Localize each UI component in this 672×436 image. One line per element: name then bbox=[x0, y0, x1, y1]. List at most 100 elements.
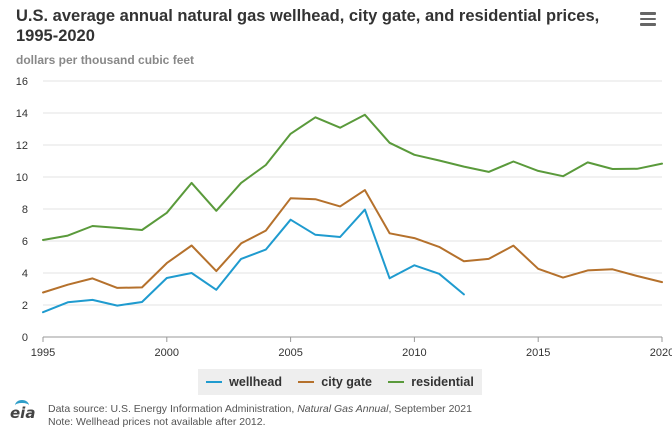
data-point-wellhead[interactable] bbox=[139, 299, 145, 305]
chart-title: U.S. average annual natural gas wellhead… bbox=[16, 7, 600, 45]
data-point-residential[interactable] bbox=[436, 158, 442, 164]
data-point-wellhead[interactable] bbox=[387, 275, 393, 281]
data-point-city-gate[interactable] bbox=[560, 275, 566, 281]
data-point-city-gate[interactable] bbox=[337, 203, 343, 209]
data-point-city-gate[interactable] bbox=[114, 285, 120, 291]
data-point-city-gate[interactable] bbox=[411, 235, 417, 241]
series-line-city-gate[interactable] bbox=[42, 189, 663, 294]
data-point-wellhead[interactable] bbox=[263, 247, 269, 253]
y-tick-label: 0 bbox=[22, 332, 28, 344]
data-point-city-gate[interactable] bbox=[189, 242, 195, 248]
data-point-wellhead[interactable] bbox=[362, 207, 368, 213]
data-point-residential[interactable] bbox=[486, 169, 492, 175]
hamburger-menu-icon[interactable] bbox=[640, 12, 656, 26]
data-point-city-gate[interactable] bbox=[486, 256, 492, 262]
y-tick-label: 16 bbox=[16, 76, 28, 88]
data-point-city-gate[interactable] bbox=[238, 240, 244, 246]
data-point-residential[interactable] bbox=[40, 237, 46, 243]
data-point-residential[interactable] bbox=[164, 210, 170, 216]
eia-logo: eia bbox=[10, 404, 36, 422]
data-point-city-gate[interactable] bbox=[461, 258, 467, 264]
data-point-residential[interactable] bbox=[411, 152, 417, 158]
data-point-residential[interactable] bbox=[461, 164, 467, 170]
data-point-wellhead[interactable] bbox=[164, 275, 170, 281]
data-point-city-gate[interactable] bbox=[263, 228, 269, 234]
series-lines bbox=[40, 112, 665, 315]
data-point-wellhead[interactable] bbox=[337, 234, 343, 240]
data-point-residential[interactable] bbox=[114, 225, 120, 231]
x-tick-label: 2015 bbox=[526, 347, 550, 359]
legend: wellhead city gate residential bbox=[198, 369, 482, 395]
data-point-city-gate[interactable] bbox=[213, 268, 219, 274]
legend-label-wellhead: wellhead bbox=[229, 375, 282, 389]
data-point-residential[interactable] bbox=[189, 180, 195, 186]
y-tick-label: 6 bbox=[22, 236, 28, 248]
data-point-city-gate[interactable] bbox=[634, 273, 640, 279]
data-point-residential[interactable] bbox=[362, 112, 368, 118]
data-point-wellhead[interactable] bbox=[189, 270, 195, 276]
data-point-city-gate[interactable] bbox=[90, 275, 96, 281]
data-point-city-gate[interactable] bbox=[139, 284, 145, 290]
data-point-wellhead[interactable] bbox=[213, 287, 219, 293]
legend-item-residential[interactable]: residential bbox=[388, 375, 474, 389]
data-point-city-gate[interactable] bbox=[510, 243, 516, 249]
data-point-city-gate[interactable] bbox=[40, 290, 46, 296]
source-publication: Natural Gas Annual bbox=[297, 403, 389, 415]
x-tick-label: 2005 bbox=[278, 347, 302, 359]
data-point-residential[interactable] bbox=[238, 180, 244, 186]
series-line-wellhead[interactable] bbox=[42, 208, 465, 314]
data-point-city-gate[interactable] bbox=[65, 282, 71, 288]
data-point-residential[interactable] bbox=[585, 159, 591, 165]
data-point-wellhead[interactable] bbox=[288, 217, 294, 223]
legend-item-city-gate[interactable]: city gate bbox=[298, 375, 372, 389]
data-point-wellhead[interactable] bbox=[411, 262, 417, 268]
data-point-residential[interactable] bbox=[634, 166, 640, 172]
y-tick-label: 4 bbox=[22, 268, 28, 280]
data-point-residential[interactable] bbox=[90, 223, 96, 229]
data-point-city-gate[interactable] bbox=[436, 244, 442, 250]
data-point-city-gate[interactable] bbox=[164, 260, 170, 266]
data-point-city-gate[interactable] bbox=[659, 279, 665, 285]
data-point-city-gate[interactable] bbox=[387, 230, 393, 236]
data-point-wellhead[interactable] bbox=[312, 232, 318, 238]
y-tick-label: 8 bbox=[22, 204, 28, 216]
data-point-wellhead[interactable] bbox=[40, 309, 46, 315]
data-point-residential[interactable] bbox=[312, 114, 318, 120]
data-point-wellhead[interactable] bbox=[114, 303, 120, 309]
data-point-city-gate[interactable] bbox=[362, 187, 368, 193]
data-point-residential[interactable] bbox=[213, 208, 219, 214]
source-prefix: Data source: U.S. Energy Information Adm… bbox=[48, 403, 298, 415]
legend-swatch-residential bbox=[388, 380, 405, 384]
data-point-wellhead[interactable] bbox=[238, 256, 244, 262]
legend-swatch-city-gate bbox=[298, 380, 315, 384]
data-point-city-gate[interactable] bbox=[288, 195, 294, 201]
data-point-residential[interactable] bbox=[288, 131, 294, 137]
data-point-residential[interactable] bbox=[609, 166, 615, 172]
data-point-residential[interactable] bbox=[510, 158, 516, 164]
series-line-residential[interactable] bbox=[42, 113, 663, 241]
data-point-city-gate[interactable] bbox=[535, 266, 541, 272]
legend-item-wellhead[interactable]: wellhead bbox=[206, 375, 282, 389]
axes: 0 2 4 6 8 10 12 14 16 1995 2000 2005 2010 2015 2020 bbox=[16, 76, 672, 359]
data-source-text: Data source: U.S. Energy Information Adm… bbox=[48, 403, 472, 416]
data-point-city-gate[interactable] bbox=[609, 266, 615, 272]
data-point-residential[interactable] bbox=[263, 162, 269, 168]
data-point-residential[interactable] bbox=[659, 161, 665, 167]
data-point-wellhead[interactable] bbox=[461, 291, 467, 297]
y-tick-label: 14 bbox=[16, 108, 28, 120]
data-point-wellhead[interactable] bbox=[65, 299, 71, 305]
data-point-residential[interactable] bbox=[139, 227, 145, 233]
y-tick-label: 10 bbox=[16, 172, 28, 184]
y-axis-unit-label: dollars per thousand cubic feet bbox=[16, 53, 195, 67]
data-point-residential[interactable] bbox=[387, 140, 393, 146]
data-point-city-gate[interactable] bbox=[312, 196, 318, 202]
legend-label-residential: residential bbox=[411, 375, 474, 389]
data-point-city-gate[interactable] bbox=[585, 267, 591, 273]
data-point-residential[interactable] bbox=[535, 168, 541, 174]
x-tick-label: 1995 bbox=[31, 347, 55, 359]
data-point-residential[interactable] bbox=[65, 233, 71, 239]
data-point-wellhead[interactable] bbox=[90, 297, 96, 303]
data-point-wellhead[interactable] bbox=[436, 271, 442, 277]
data-point-residential[interactable] bbox=[560, 173, 566, 179]
data-point-residential[interactable] bbox=[337, 125, 343, 131]
